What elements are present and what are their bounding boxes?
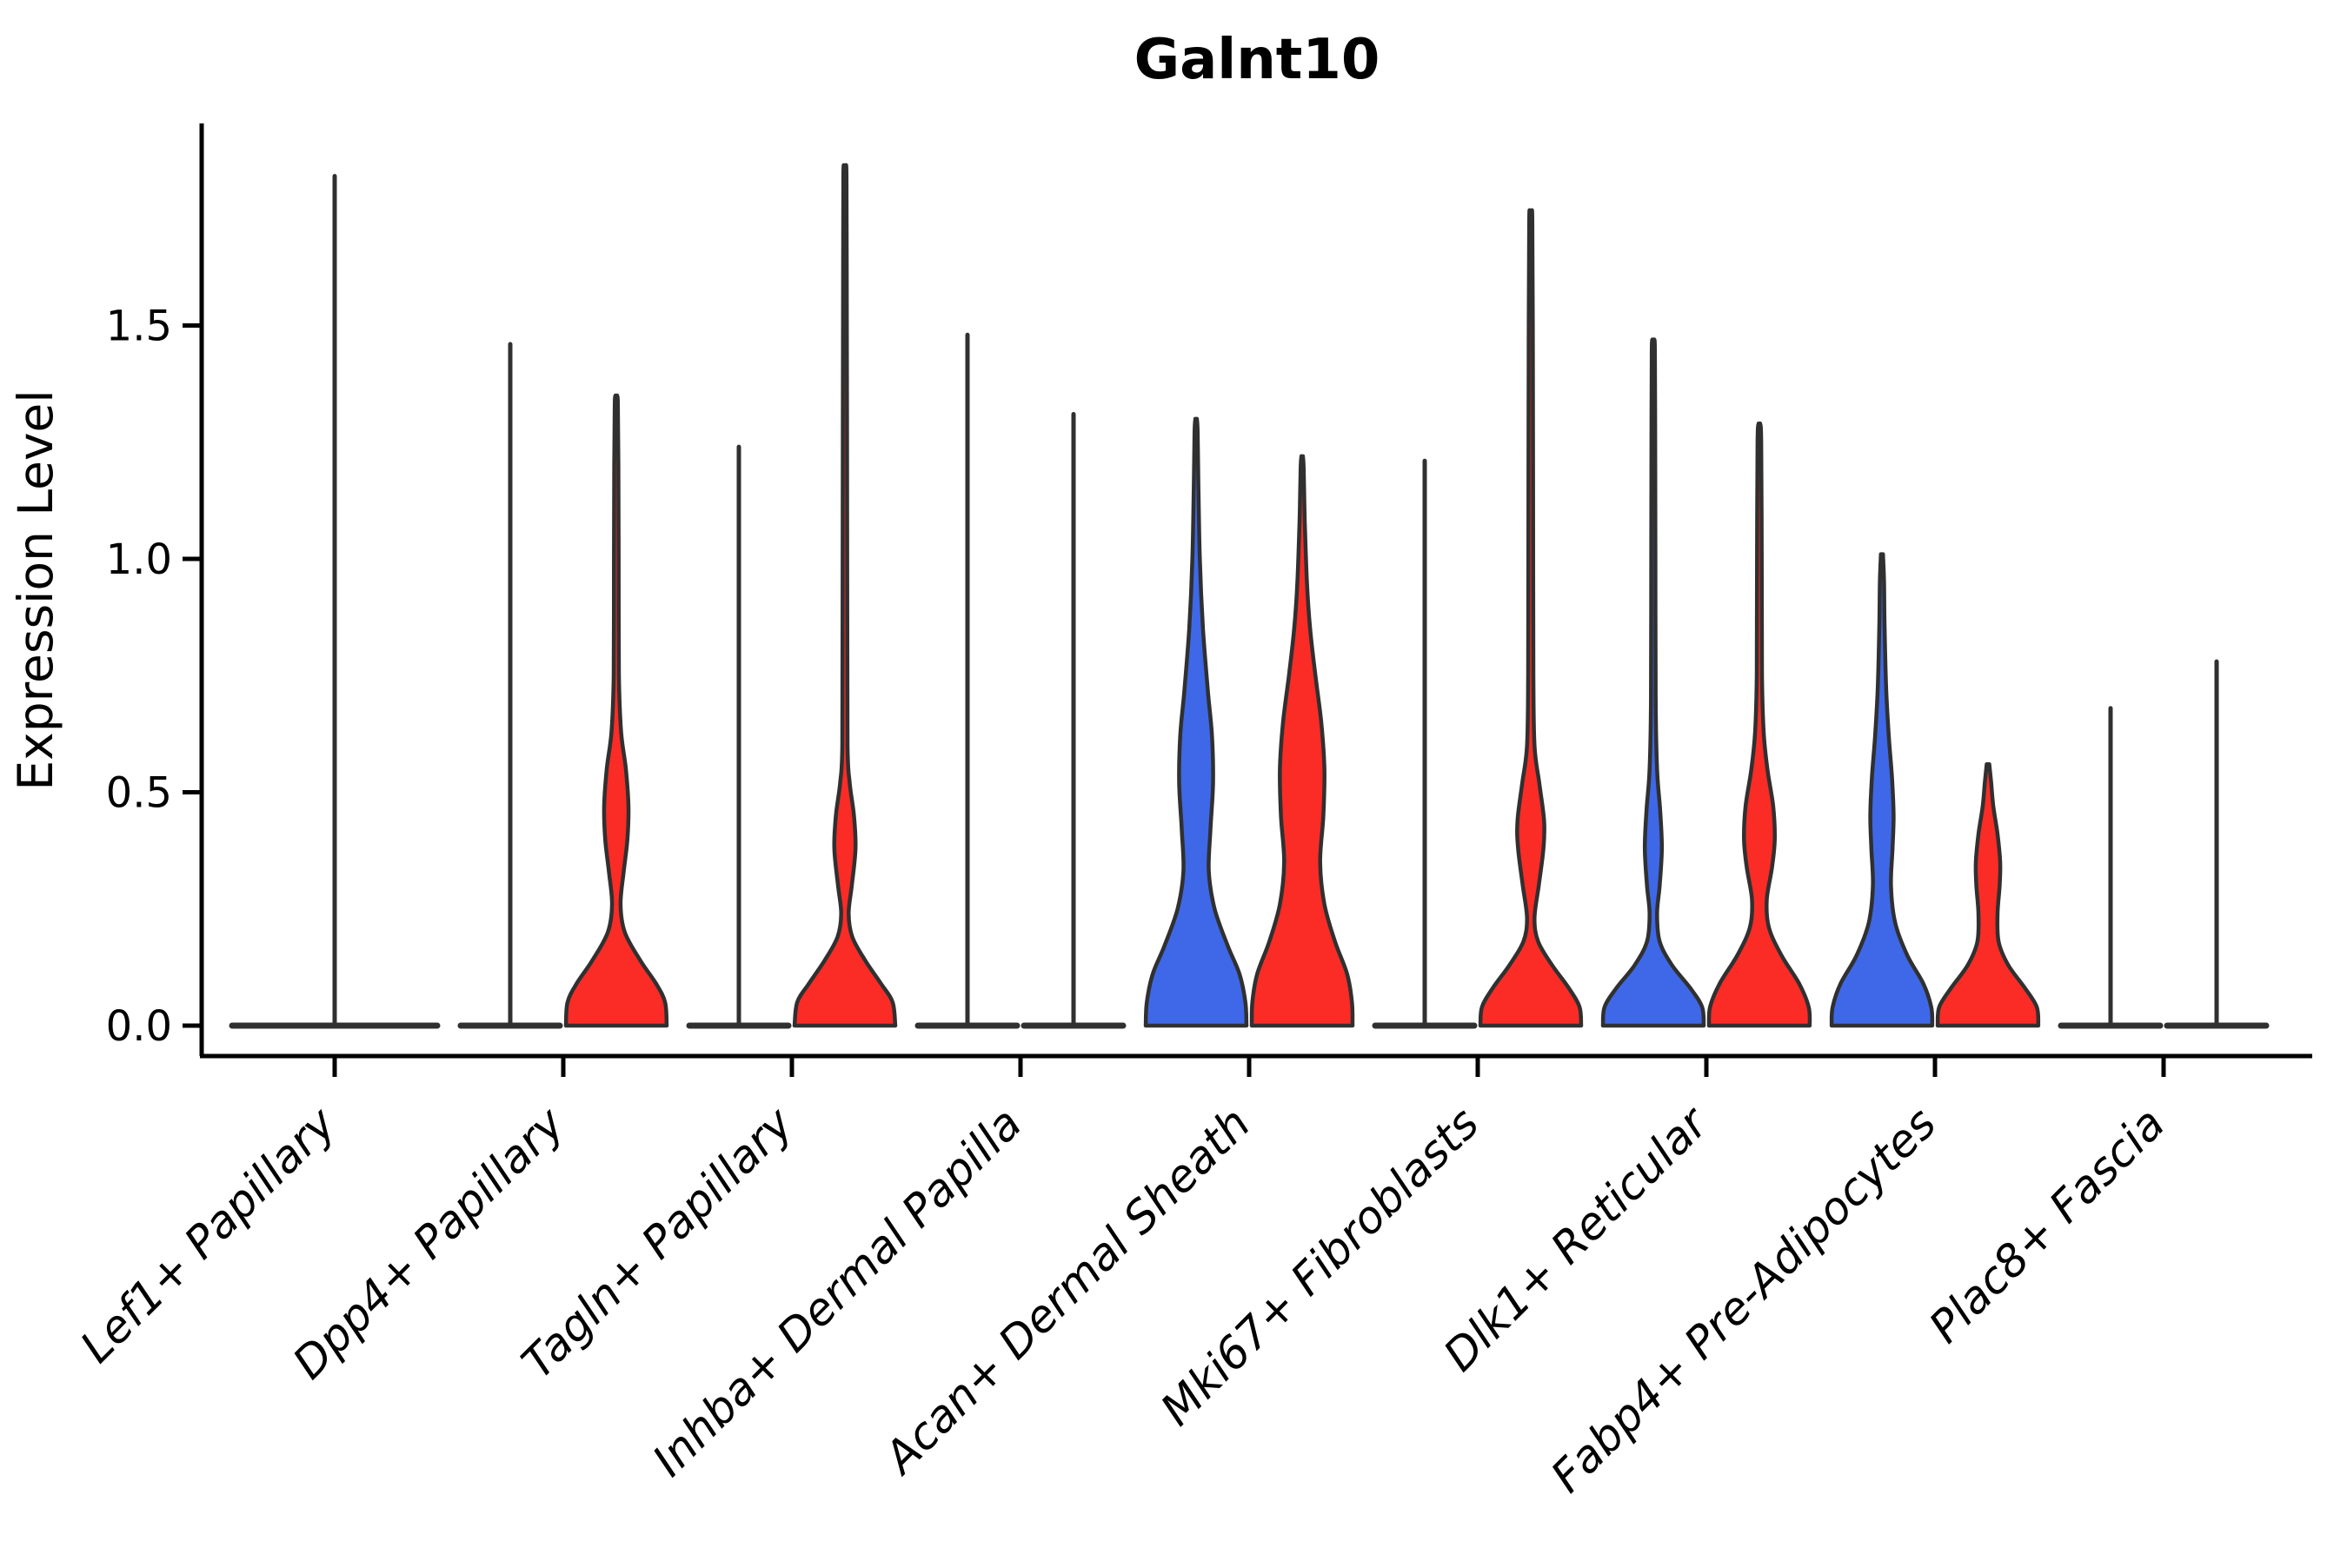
x-tick-label-acan-dermal-sheath: Acan+ Dermal Sheath [874, 1098, 1260, 1485]
violin-fabp4-pre-adipocytes-red [1935, 762, 2041, 1028]
violin-dlk1-reticular-red [1706, 422, 1812, 1028]
chart-title: Galnt10 [1134, 28, 1380, 92]
y-axis-label: Expression Level [8, 389, 63, 790]
violin-tagln-papillary-red [792, 163, 898, 1028]
violin-dlk1-reticular-blue [1600, 337, 1706, 1028]
violin-mki67-fibroblasts-red [1478, 208, 1584, 1028]
y-tick-label: 1.0 [106, 535, 172, 584]
violin-dpp4-papillary-red [563, 393, 669, 1028]
violin-fabp4-pre-adipocytes-blue [1829, 552, 1935, 1028]
y-tick-label: 0.0 [106, 1002, 172, 1051]
y-tick-label: 1.5 [106, 302, 172, 351]
y-tick-label: 0.5 [106, 769, 172, 818]
x-tick-label-fabp4-pre-adipocytes: Fabp4+ Pre-Adipocytes [1542, 1098, 1947, 1503]
x-tick-label-plac8-fascia: Plac8+ Fascia [1920, 1098, 2176, 1353]
violin-acan-dermal-sheath-red [1249, 454, 1355, 1028]
x-tick-label-inhba-dermal-papilla: Inhba+ Dermal Papilla [643, 1098, 1032, 1486]
violin-acan-dermal-sheath-blue [1143, 416, 1249, 1028]
